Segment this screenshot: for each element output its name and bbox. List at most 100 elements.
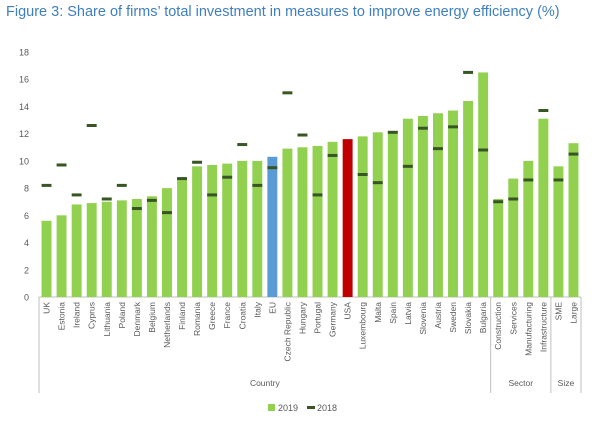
bar-2019-ireland bbox=[71, 204, 82, 297]
bar-2019-eu bbox=[267, 156, 278, 297]
bar-2019-germany bbox=[327, 141, 338, 297]
y-tick-label: 14 bbox=[19, 102, 29, 112]
marker-2018-eu bbox=[267, 166, 278, 170]
bar-2019-france bbox=[222, 163, 233, 297]
bar-2019-lithuania bbox=[101, 201, 112, 297]
bar-2019-finland bbox=[177, 178, 187, 297]
x-tick-label: Poland bbox=[117, 302, 127, 329]
bar-2019-usa bbox=[342, 139, 353, 297]
bar-2019-slovakia bbox=[463, 101, 474, 297]
marker-2018-ireland bbox=[71, 193, 82, 197]
marker-2018-malta bbox=[372, 181, 383, 185]
x-tick-label: Ireland bbox=[72, 302, 82, 328]
x-tick-label: Estonia bbox=[57, 302, 67, 331]
bar-2019-italy bbox=[252, 160, 263, 297]
x-tick-label: Spain bbox=[388, 302, 398, 324]
x-tick-label: France bbox=[222, 302, 232, 329]
marker-2018-bulgaria bbox=[478, 148, 489, 152]
bar-2019-portugal bbox=[312, 145, 323, 297]
marker-2018-lithuania bbox=[101, 197, 112, 201]
bar-2019-uk bbox=[41, 220, 52, 297]
x-tick-label: Bulgaria bbox=[478, 302, 488, 333]
marker-2018-spain bbox=[387, 130, 398, 134]
bar-2019-malta bbox=[372, 132, 383, 297]
bar-2019-slovenia bbox=[417, 115, 428, 297]
bar-2019-cyprus bbox=[86, 203, 97, 297]
marker-2018-italy bbox=[252, 183, 263, 187]
group-label-country: Country bbox=[250, 378, 281, 388]
x-tick-label: Latvia bbox=[403, 302, 413, 325]
legend: 2019 2018 bbox=[268, 403, 337, 413]
bar-2019-latvia bbox=[402, 118, 413, 297]
bar-2019-infrastructure bbox=[538, 118, 549, 297]
marker-2018-latvia bbox=[402, 164, 413, 168]
marker-2018-services bbox=[508, 197, 519, 201]
marker-2018-portugal bbox=[312, 193, 323, 197]
markers-2018 bbox=[41, 70, 579, 215]
legend-label: 2019 bbox=[278, 403, 298, 413]
x-tick-label: Hungary bbox=[297, 301, 307, 334]
marker-2018-cyprus bbox=[86, 124, 97, 127]
marker-2018-estonia bbox=[56, 163, 67, 167]
marker-2018-luxembourg bbox=[357, 173, 368, 176]
marker-2018-germany bbox=[327, 153, 338, 157]
x-tick-label: Cyprus bbox=[87, 302, 97, 329]
marker-2018-hungary bbox=[297, 133, 308, 137]
x-tick-label: Greece bbox=[207, 302, 217, 330]
y-tick-label: 16 bbox=[19, 75, 29, 85]
x-tick-label: Belgium bbox=[147, 302, 157, 333]
bar-2019-services bbox=[508, 178, 519, 297]
marker-2018-denmark bbox=[131, 207, 142, 211]
x-tick-label: SME bbox=[553, 302, 563, 321]
y-tick-label: 6 bbox=[24, 211, 29, 221]
x-tick-label: Infrastructure bbox=[538, 302, 548, 352]
bar-2019-denmark bbox=[131, 199, 142, 297]
group-label-sector: Sector bbox=[508, 378, 533, 388]
marker-2018-sweden bbox=[448, 125, 458, 129]
x-tick-label: UK bbox=[42, 302, 52, 314]
y-tick-label: 2 bbox=[24, 265, 29, 275]
x-tick-label: Malta bbox=[373, 302, 383, 323]
marker-2018-finland bbox=[177, 177, 187, 181]
category-groups: Country Sector Size bbox=[38, 297, 582, 393]
y-tick-label: 4 bbox=[24, 238, 29, 248]
marker-2018-slovenia bbox=[417, 126, 428, 130]
bar-2019-belgium bbox=[146, 196, 157, 297]
marker-2018-belgium bbox=[146, 198, 157, 202]
x-tick-label: Austria bbox=[433, 302, 443, 329]
marker-2018-uk bbox=[41, 183, 52, 187]
bar-2019-estonia bbox=[56, 215, 67, 297]
x-tick-label: Sweden bbox=[448, 302, 458, 333]
x-tick-label: Luxembourg bbox=[358, 302, 368, 350]
bar-2019-romania bbox=[192, 166, 203, 297]
figure-title: Figure 3: Share of firms’ total investme… bbox=[6, 4, 560, 20]
x-tick-label: USA bbox=[343, 302, 353, 320]
marker-2018-czech-republic bbox=[282, 91, 293, 95]
x-tick-label: Lithuania bbox=[102, 302, 112, 337]
bar-2019-spain bbox=[387, 130, 398, 297]
y-tick-label: 0 bbox=[24, 293, 29, 303]
marker-2018-construction bbox=[493, 200, 504, 204]
x-tick-label: Slovenia bbox=[418, 302, 428, 335]
bar-2019-large bbox=[568, 143, 579, 297]
bar-2019-austria bbox=[433, 113, 443, 297]
marker-2018-austria bbox=[433, 147, 443, 151]
x-tick-label: Finland bbox=[177, 302, 187, 330]
marker-2018-infrastructure bbox=[538, 109, 549, 113]
bar-2019-bulgaria bbox=[478, 72, 489, 298]
x-tick-label: Netherlands bbox=[162, 302, 172, 348]
y-tick-label: 8 bbox=[24, 184, 29, 194]
x-tick-label: Portugal bbox=[313, 302, 323, 334]
x-tick-label: Croatia bbox=[237, 302, 247, 330]
x-tick-label: EU bbox=[267, 302, 277, 314]
bars-2019 bbox=[41, 72, 579, 298]
y-tick-label: 10 bbox=[19, 156, 29, 166]
bar-2019-netherlands bbox=[162, 188, 172, 297]
bar-2019-croatia bbox=[237, 160, 248, 297]
marker-2018-sme bbox=[553, 178, 564, 182]
bar-2019-sme bbox=[553, 166, 564, 297]
x-tick-label: Manufacturing bbox=[523, 302, 533, 356]
marker-2018-slovakia bbox=[463, 70, 474, 74]
y-tick-label: 12 bbox=[19, 129, 29, 139]
